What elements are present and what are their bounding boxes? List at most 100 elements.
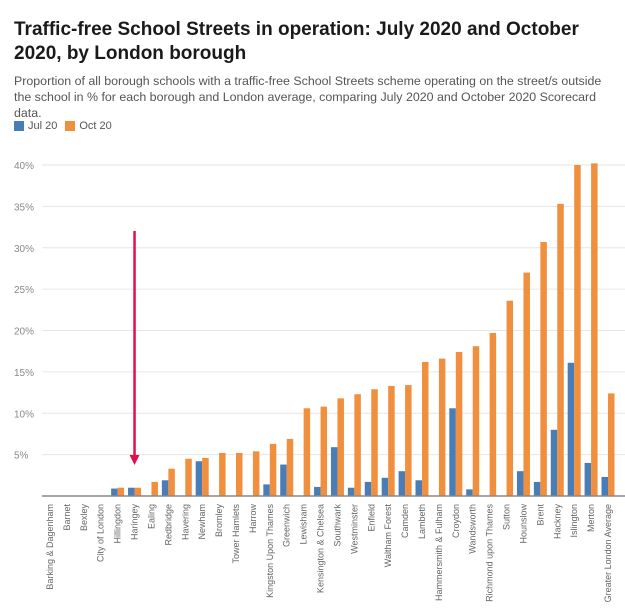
bar-oct — [168, 468, 175, 496]
chart-subtitle: Proportion of all borough schools with a… — [14, 74, 602, 120]
bar-oct — [523, 272, 530, 496]
x-tick-label: Newham — [197, 504, 207, 540]
bar-oct — [202, 457, 209, 496]
x-tick-label: Sutton — [502, 504, 512, 530]
x-tick-label: Lambeth — [417, 504, 427, 539]
x-tick-label: Wandsworth — [468, 504, 478, 554]
bar-jul — [601, 476, 608, 496]
legend-swatch-jul — [14, 121, 24, 131]
x-tick-label: Greater London Average — [603, 504, 613, 602]
bar-oct — [320, 406, 328, 496]
bar-oct — [371, 389, 378, 496]
x-tick-label: Lewisham — [299, 504, 309, 545]
bar-oct — [185, 458, 192, 496]
x-tick-label: Camden — [400, 504, 410, 538]
bar-jul — [280, 464, 287, 496]
bar-jul — [364, 481, 372, 496]
bar-oct — [472, 346, 480, 496]
bar-oct — [557, 203, 564, 496]
x-tick-label: Greenwich — [282, 504, 292, 547]
x-tick-label: Tower Hamlets — [231, 504, 241, 564]
bar-oct — [489, 332, 497, 496]
bar-oct — [219, 452, 226, 496]
legend-label-jul: Jul 20 — [28, 120, 58, 132]
bar-oct — [438, 358, 446, 496]
bar-jul — [263, 484, 270, 496]
x-tick-label: Merton — [586, 504, 596, 532]
bar-oct — [337, 398, 344, 496]
x-tick-label: Waltham Forest — [383, 504, 393, 568]
bar-oct — [354, 394, 361, 496]
x-tick-label: Haringey — [130, 504, 140, 541]
x-tick-label: Havering — [180, 504, 190, 540]
bar-oct — [455, 352, 463, 496]
y-tick-label: 10% — [14, 409, 34, 420]
y-tick-label: 30% — [14, 244, 34, 255]
bar-jul — [381, 477, 389, 496]
bar-oct — [540, 241, 547, 496]
bar-jul — [195, 461, 203, 496]
x-tick-label: Kensington & Chelsea — [316, 504, 326, 593]
x-tick-label: City of London — [96, 504, 106, 562]
bar-jul — [516, 471, 524, 496]
x-tick-label: Bexley — [79, 504, 89, 532]
bar-jul — [449, 408, 456, 496]
bar-oct — [303, 408, 311, 496]
x-tick-label: Redbridge — [163, 504, 173, 546]
x-tick-label: Hammersmith & Fulham — [434, 504, 444, 601]
bar-oct — [388, 385, 395, 496]
legend: Jul 20 Oct 20 — [14, 120, 120, 132]
bar-jul — [398, 471, 406, 496]
y-tick-label: 35% — [14, 202, 34, 213]
x-tick-label: Enfield — [366, 504, 376, 532]
bar-jul — [111, 488, 118, 496]
x-tick-label: Harrow — [248, 504, 258, 534]
x-tick-label: Westminster — [349, 504, 359, 554]
x-tick-label: Barking & Dagenham — [45, 504, 55, 590]
bar-oct — [151, 481, 158, 496]
bar-jul — [161, 480, 169, 496]
x-tick-label: Richmond upon Thames — [485, 504, 495, 602]
y-tick-label: 40% — [14, 161, 34, 172]
bar-oct — [252, 451, 260, 496]
y-tick-label: 15% — [14, 368, 34, 379]
x-tick-label: Croydon — [451, 504, 461, 538]
legend-item-jul: Jul 20 — [14, 120, 57, 132]
bar-jul — [533, 481, 541, 496]
bar-jul — [415, 480, 422, 496]
legend-swatch-oct — [65, 121, 76, 131]
bar-oct — [422, 361, 429, 496]
bar-oct — [236, 452, 243, 496]
bar-oct — [574, 165, 581, 496]
x-tick-label: Hounslow — [518, 504, 528, 544]
bar-oct — [286, 438, 294, 496]
bar-jul — [567, 362, 575, 496]
x-tick-label: Barnet — [62, 504, 72, 531]
annotation-arrow-head-icon — [129, 455, 140, 465]
bar-jul — [330, 447, 338, 496]
x-tick-label: Hackney — [552, 504, 562, 540]
y-tick-label: 25% — [14, 285, 34, 296]
x-tick-label: Bromley — [214, 504, 224, 538]
x-tick-label: Kingston Upon Thames — [265, 504, 275, 598]
x-tick-label: Ealing — [146, 504, 156, 529]
bar-jul — [128, 487, 135, 496]
bar-jul — [584, 462, 592, 496]
bar-oct — [405, 385, 412, 496]
y-tick-label: 20% — [14, 327, 34, 338]
x-tick-label: Southwark — [332, 504, 342, 547]
bar-jul — [550, 429, 558, 496]
bar-oct — [269, 443, 277, 496]
x-tick-label: Islington — [569, 504, 579, 538]
bar-oct — [134, 487, 142, 496]
legend-label-oct: Oct 20 — [79, 120, 112, 132]
x-tick-label: Brent — [535, 504, 545, 526]
chart-title: Traffic-free School Streets in operation… — [14, 19, 579, 64]
x-tick-label: Hillingdon — [113, 504, 123, 544]
y-tick-label: 5% — [14, 451, 29, 462]
legend-item-oct: Oct 20 — [65, 120, 112, 132]
bar-jul — [314, 486, 321, 496]
bar-jul — [347, 487, 355, 496]
bar-oct — [506, 300, 514, 496]
